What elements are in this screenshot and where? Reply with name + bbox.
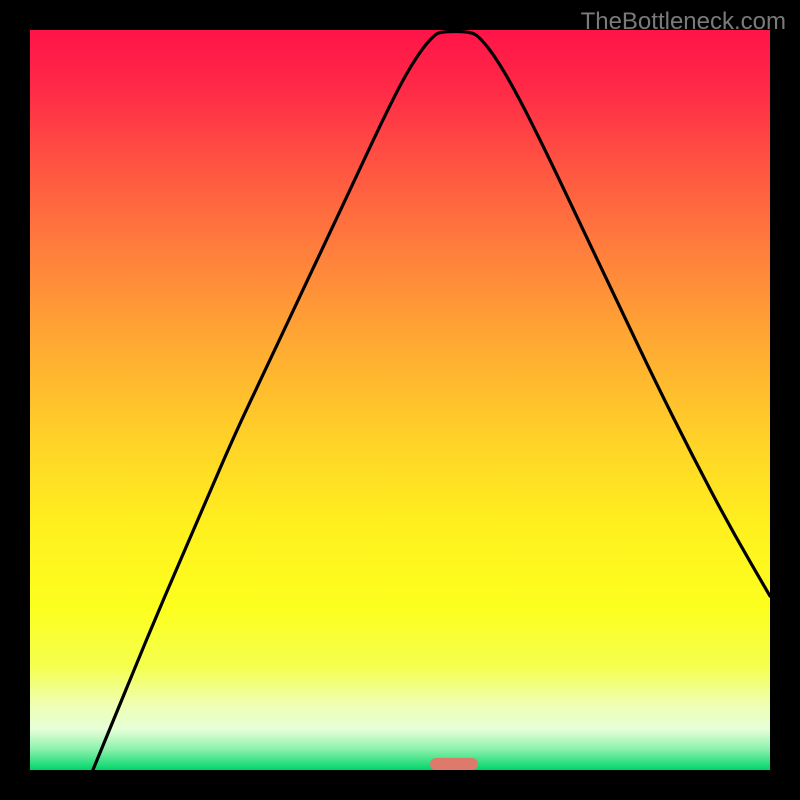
watermark-text: TheBottleneck.com <box>581 8 786 36</box>
optimal-range-marker <box>430 758 478 770</box>
gradient-background <box>30 30 770 770</box>
bottleneck-chart-svg <box>30 30 770 770</box>
plot-area <box>30 30 770 770</box>
